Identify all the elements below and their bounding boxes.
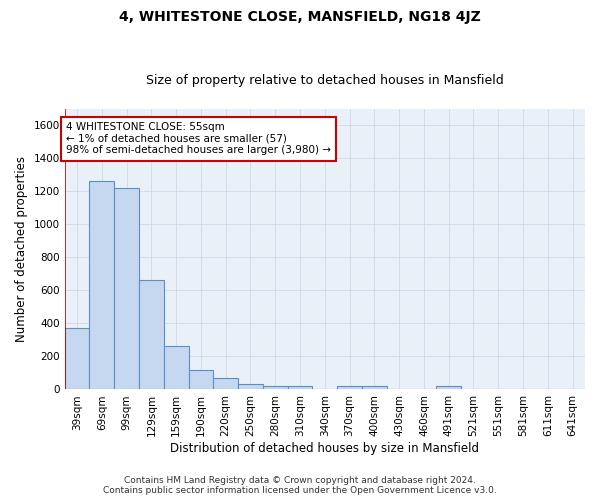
Bar	[436, 386, 461, 390]
Text: 4, WHITESTONE CLOSE, MANSFIELD, NG18 4JZ: 4, WHITESTONE CLOSE, MANSFIELD, NG18 4JZ	[119, 10, 481, 24]
Bar	[114, 188, 139, 390]
Bar	[139, 280, 164, 390]
Bar	[188, 370, 214, 390]
X-axis label: Distribution of detached houses by size in Mansfield: Distribution of detached houses by size …	[170, 442, 479, 455]
Bar	[238, 384, 263, 390]
Bar	[89, 181, 114, 390]
Bar	[362, 386, 387, 390]
Bar	[164, 346, 188, 390]
Bar	[214, 378, 238, 390]
Y-axis label: Number of detached properties: Number of detached properties	[15, 156, 28, 342]
Text: 4 WHITESTONE CLOSE: 55sqm
← 1% of detached houses are smaller (57)
98% of semi-d: 4 WHITESTONE CLOSE: 55sqm ← 1% of detach…	[66, 122, 331, 156]
Title: Size of property relative to detached houses in Mansfield: Size of property relative to detached ho…	[146, 74, 504, 87]
Text: Contains HM Land Registry data © Crown copyright and database right 2024.
Contai: Contains HM Land Registry data © Crown c…	[103, 476, 497, 495]
Bar	[65, 328, 89, 390]
Bar	[337, 386, 362, 390]
Bar	[287, 386, 313, 390]
Bar	[263, 386, 287, 390]
